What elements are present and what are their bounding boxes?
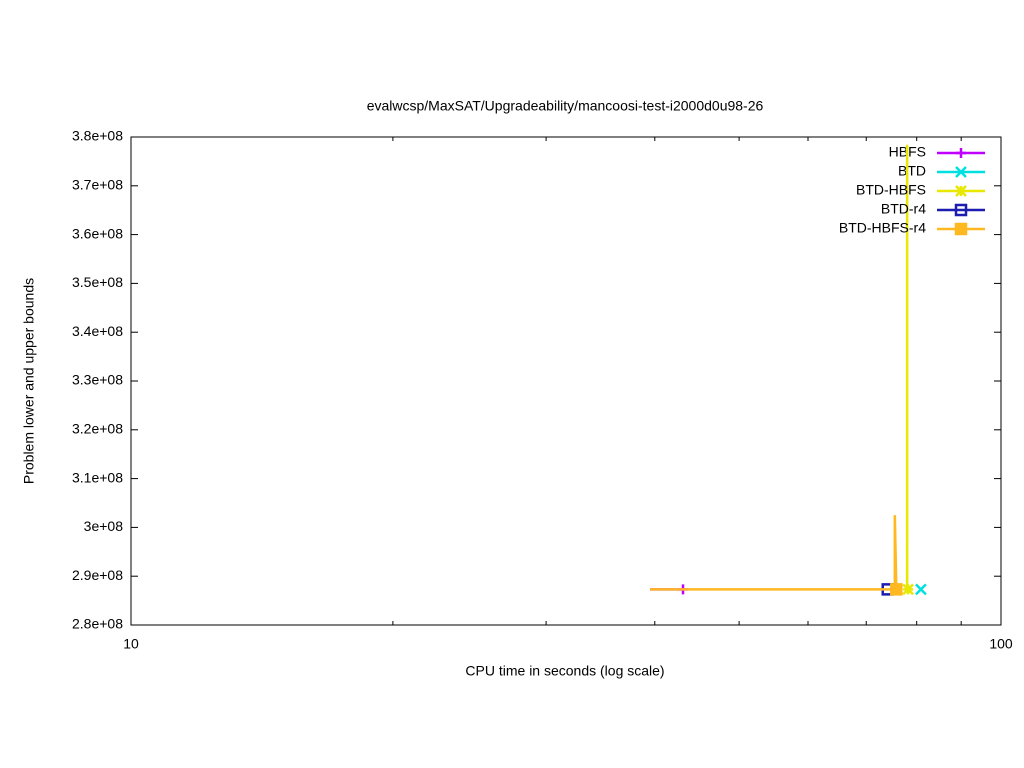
marker <box>890 583 903 596</box>
y-tick-label: 3.3e+08 <box>72 372 123 388</box>
marker <box>956 148 966 158</box>
series-line <box>650 515 898 591</box>
y-tick-label: 3.1e+08 <box>72 469 123 485</box>
y-tick-label: 3.2e+08 <box>72 421 123 437</box>
x-tick-label: 10 <box>123 636 139 652</box>
y-tick-label: 3.6e+08 <box>72 225 123 241</box>
y-tick-label: 3.5e+08 <box>72 274 123 290</box>
y-tick-label: 3.4e+08 <box>72 323 123 339</box>
marker <box>902 583 914 596</box>
y-axis-label: Problem lower and upper bounds <box>21 278 37 484</box>
x-tick-label: 100 <box>989 636 1013 652</box>
legend-label: BTD-HBFS-r4 <box>839 220 926 236</box>
marker <box>955 185 967 197</box>
legend-label: BTD-r4 <box>881 201 926 217</box>
legend-label: BTD-HBFS <box>856 182 926 198</box>
marker <box>954 222 968 236</box>
marker <box>955 166 967 178</box>
x-axis-label: CPU time in seconds (log scale) <box>465 663 664 679</box>
marker <box>915 583 927 596</box>
y-tick-label: 3.8e+08 <box>72 128 123 144</box>
y-tick-label: 2.8e+08 <box>72 616 123 632</box>
legend-label: BTD <box>898 163 926 179</box>
y-tick-label: 3e+08 <box>84 518 124 534</box>
marker <box>954 203 968 217</box>
y-tick-label: 2.9e+08 <box>72 567 123 583</box>
chart-title: evalwcsp/MaxSAT/Upgradeability/mancoosi-… <box>367 98 764 114</box>
y-tick-label: 3.7e+08 <box>72 177 123 193</box>
